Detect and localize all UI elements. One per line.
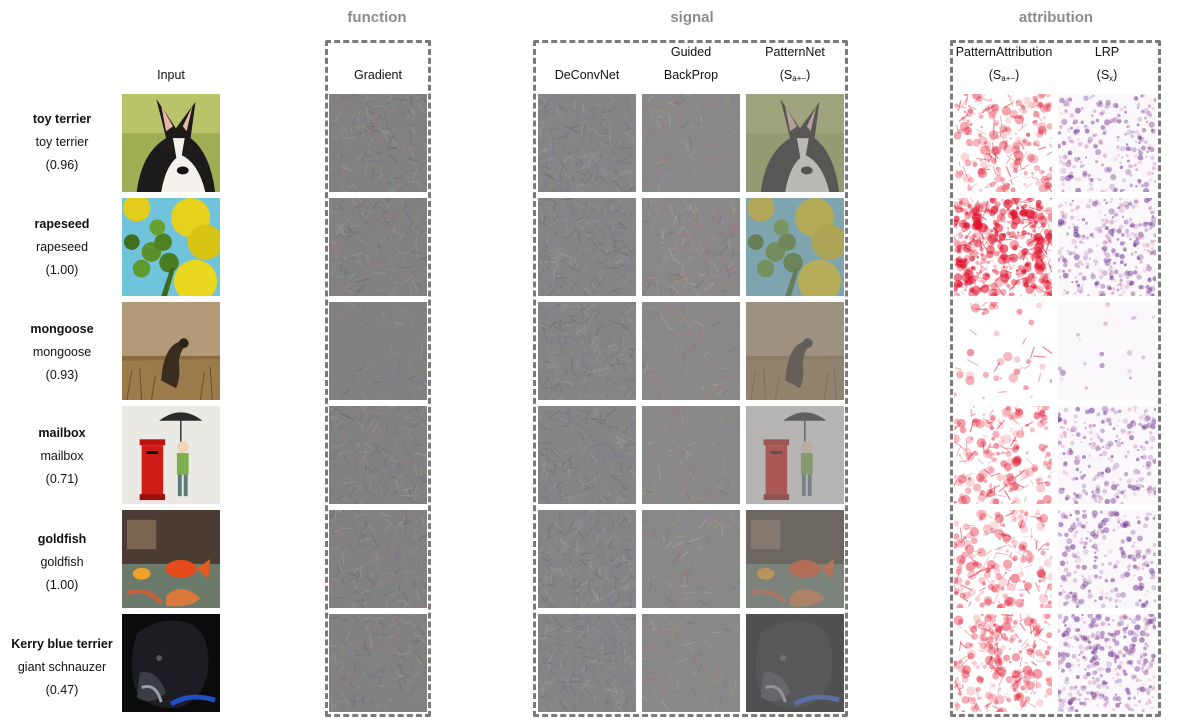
lrp-map: [1058, 406, 1156, 504]
input-image: [122, 510, 220, 608]
patternnet-line1: PatternNet: [765, 45, 825, 59]
column-header-patternnet: PatternNet (Sa+−): [746, 41, 844, 90]
row-true-label: toy terrier: [32, 112, 92, 126]
patternattribution-map: [954, 198, 1052, 296]
column-header-patternattribution: PatternAttribution (Sa+−): [945, 41, 1063, 90]
input-image: [122, 302, 220, 400]
deconvnet-map: [538, 198, 636, 296]
gradient-map: [329, 302, 427, 400]
patternnet-map: [746, 198, 844, 296]
lrp-map: [1058, 198, 1156, 296]
row-predicted-label: mailbox: [40, 449, 84, 463]
row-predicted-label: giant schnauzer: [17, 660, 107, 674]
lrp-map: [1058, 302, 1156, 400]
row-predicted-label: rapeseed: [35, 240, 89, 254]
signal-group-box: [533, 40, 848, 717]
patternattribution-line1: PatternAttribution: [955, 45, 1053, 59]
patternattribution-line2: (Sa+−): [945, 64, 1063, 90]
lrp-sub: x: [1109, 74, 1114, 83]
row-score: (0.96): [45, 158, 79, 172]
patternattribution-map: [954, 302, 1052, 400]
guided-backprop-map: [642, 510, 740, 608]
deconvnet-map: [538, 94, 636, 192]
guided-backprop-map: [642, 94, 740, 192]
column-header-gradient: Gradient: [354, 68, 402, 82]
row-label-5: Kerry blue terrier giant schnauzer (0.47…: [0, 633, 124, 702]
group-title-signal: signal: [670, 9, 714, 26]
row-score: (0.93): [45, 368, 79, 382]
patternnet-S: (S: [779, 68, 793, 82]
input-image: [122, 614, 220, 712]
patternnet-map: [746, 94, 844, 192]
gradient-map: [329, 614, 427, 712]
input-image: [122, 198, 220, 296]
patternnet-sub: a+−: [792, 74, 807, 83]
input-image: [122, 406, 220, 504]
row-label-1: rapeseed rapeseed (1.00): [0, 213, 124, 282]
function-group-box: [325, 40, 431, 717]
patternnet-map: [746, 406, 844, 504]
row-label-3: mailbox mailbox (0.71): [0, 422, 124, 491]
row-true-label: rapeseed: [34, 217, 90, 231]
row-true-label: mailbox: [38, 426, 86, 440]
row-true-label: mongoose: [30, 322, 94, 336]
lrp-map: [1058, 614, 1156, 712]
patternattribution-close: ): [1015, 68, 1020, 82]
patternnet-line2: (Sa+−): [746, 64, 844, 90]
lrp-line1: LRP: [1094, 45, 1120, 59]
guided-backprop-line1: Guided: [670, 45, 712, 59]
row-score: (1.00): [45, 263, 79, 277]
lrp-map: [1058, 94, 1156, 192]
column-header-guided-backprop: Guided BackProp: [642, 41, 740, 87]
lrp-S: (S: [1096, 68, 1110, 82]
gradient-map: [329, 406, 427, 504]
column-header-deconvnet: DeConvNet: [554, 68, 620, 82]
row-label-4: goldfish goldfish (1.00): [0, 528, 124, 597]
gradient-map: [329, 94, 427, 192]
attribution-group-box: [950, 40, 1161, 717]
patternnet-map: [746, 302, 844, 400]
column-header-lrp: LRP (Sx): [1058, 41, 1156, 90]
row-label-0: toy terrier toy terrier (0.96): [0, 108, 124, 177]
guided-backprop-map: [642, 406, 740, 504]
deconvnet-map: [538, 510, 636, 608]
deconvnet-map: [538, 614, 636, 712]
guided-backprop-map: [642, 614, 740, 712]
group-title-function: function: [347, 9, 407, 26]
row-true-label: Kerry blue terrier: [11, 637, 113, 651]
patternattribution-S: (S: [988, 68, 1002, 82]
patternattribution-map: [954, 614, 1052, 712]
patternattribution-map: [954, 94, 1052, 192]
row-score: (0.71): [45, 472, 79, 486]
deconvnet-map: [538, 406, 636, 504]
patternattribution-map: [954, 406, 1052, 504]
guided-backprop-map: [642, 302, 740, 400]
patternattribution-map: [954, 510, 1052, 608]
row-score: (0.47): [45, 683, 79, 697]
row-true-label: goldfish: [37, 532, 87, 546]
gradient-map: [329, 510, 427, 608]
row-predicted-label: toy terrier: [35, 135, 89, 149]
patternnet-map: [746, 614, 844, 712]
gradient-map: [329, 198, 427, 296]
patternnet-map: [746, 510, 844, 608]
guided-backprop-line2: BackProp: [663, 68, 719, 82]
deconvnet-map: [538, 302, 636, 400]
row-predicted-label: goldfish: [40, 555, 84, 569]
lrp-line2: (Sx): [1058, 64, 1156, 90]
group-title-attribution: attribution: [1018, 9, 1094, 26]
input-image: [122, 94, 220, 192]
row-score: (1.00): [45, 578, 79, 592]
lrp-close: ): [1113, 68, 1118, 82]
guided-backprop-map: [642, 198, 740, 296]
column-header-input: Input: [157, 68, 185, 82]
row-label-2: mongoose mongoose (0.93): [0, 318, 124, 387]
row-predicted-label: mongoose: [32, 345, 92, 359]
patternattribution-sub: a+−: [1001, 74, 1016, 83]
lrp-map: [1058, 510, 1156, 608]
patternnet-close: ): [806, 68, 811, 82]
